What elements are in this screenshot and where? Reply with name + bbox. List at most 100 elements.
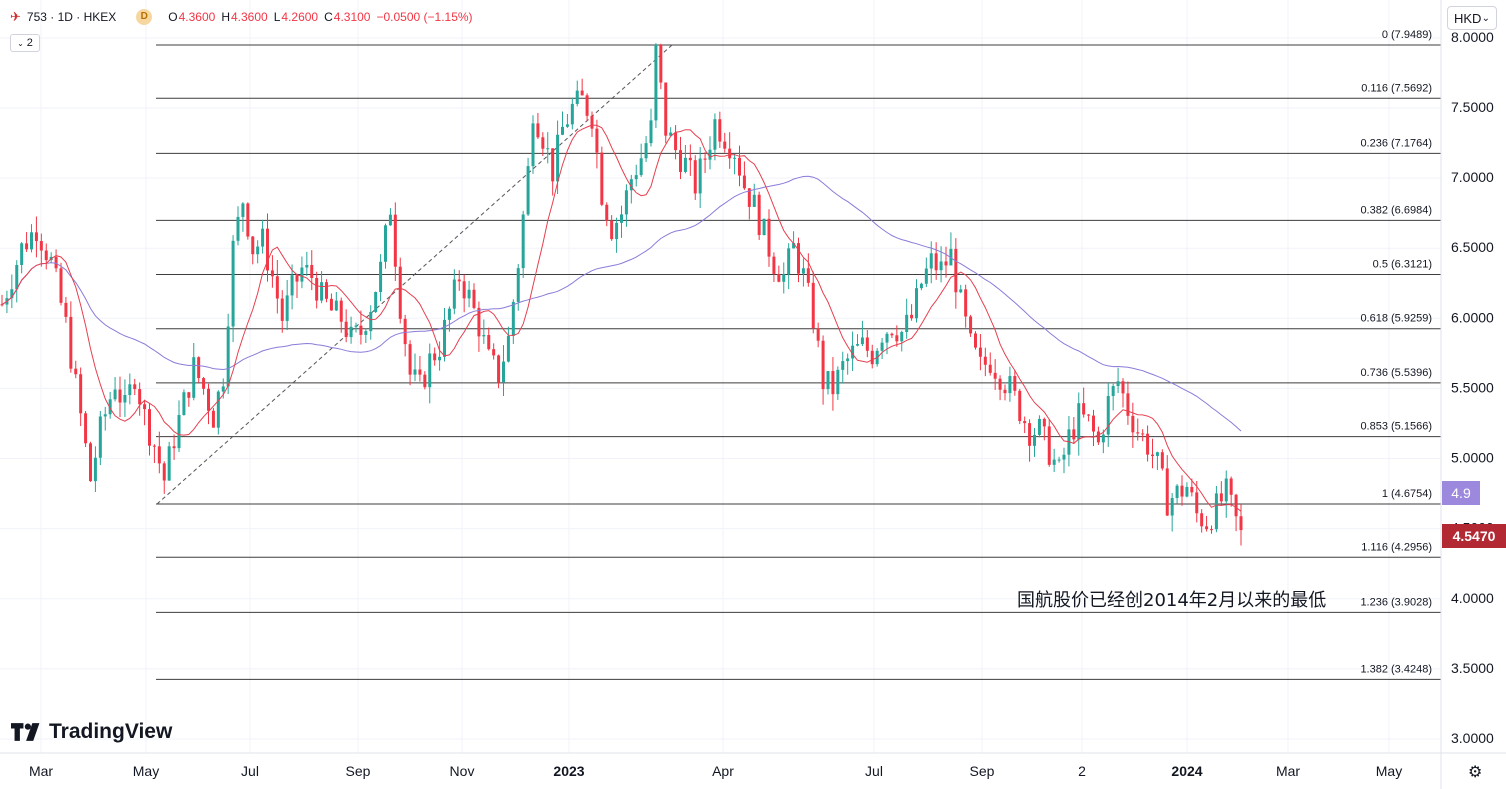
x-tick-label: Nov — [450, 763, 475, 779]
fib-level-label: 0.618 (5.9259) — [1360, 313, 1432, 325]
candle-body — [610, 220, 614, 240]
candle-body — [669, 132, 673, 136]
candle-body — [905, 314, 909, 333]
ma-long-line — [1, 175, 1242, 432]
candle-body — [600, 152, 604, 205]
candle-body — [1151, 454, 1154, 456]
ohlc-high: H 4.3600 — [221, 10, 268, 24]
candle-body — [384, 225, 387, 262]
currency-selector[interactable]: HKD ⌄ — [1447, 6, 1497, 30]
candle-body — [1175, 485, 1179, 499]
candle-body — [177, 415, 181, 449]
candle-body — [1018, 390, 1022, 422]
fib-level-label: 1.382 (3.4248) — [1360, 663, 1432, 675]
candle-body — [423, 374, 427, 388]
candle-body — [1136, 432, 1140, 434]
candle-body — [1092, 415, 1095, 432]
candle-body — [634, 175, 638, 180]
candle-body — [1057, 459, 1061, 461]
candle-body — [103, 414, 107, 417]
candle-body — [620, 214, 623, 223]
candle-body — [20, 243, 24, 265]
candle-body — [526, 166, 530, 215]
fib-level-label: 1 (4.6754) — [1382, 488, 1432, 500]
candle-body — [546, 148, 550, 150]
chevron-down-icon: ⌄ — [17, 38, 24, 48]
candle-body — [561, 126, 564, 135]
fib-trend-line — [156, 44, 673, 505]
y-tick-label: 8.0000 — [1451, 29, 1494, 45]
candle-body — [944, 261, 948, 266]
candle-body — [738, 157, 741, 176]
candle-body — [398, 266, 402, 319]
candle-body — [1126, 393, 1130, 416]
candle-body — [492, 349, 496, 356]
candle-body — [826, 371, 830, 390]
candle-body — [1224, 478, 1228, 502]
candle-body — [202, 378, 206, 389]
candle-body — [516, 268, 520, 302]
fib-level-label: 0.116 (7.5692) — [1361, 82, 1432, 94]
candle-body — [1008, 376, 1012, 394]
candle-body — [639, 158, 643, 176]
candle-body — [84, 413, 88, 444]
candle-body — [767, 218, 771, 257]
candle-body — [339, 300, 343, 322]
candle-body — [438, 356, 442, 361]
candlesticks — [0, 43, 1243, 546]
candle-body — [511, 301, 515, 336]
candle-body — [531, 123, 535, 167]
candle-body — [280, 298, 284, 321]
y-tick-label: 5.5000 — [1451, 379, 1494, 395]
candle-body — [320, 282, 324, 301]
candle-body — [846, 358, 850, 362]
candle-body — [98, 416, 102, 458]
candle-body — [39, 241, 43, 251]
candle-body — [856, 344, 859, 346]
candle-body — [836, 369, 840, 395]
candle-body — [374, 291, 378, 312]
candle-body — [885, 333, 889, 343]
candle-body — [1052, 459, 1056, 465]
symbol-title[interactable]: 753 · 1D · HKEX — [26, 10, 117, 24]
candle-body — [733, 157, 737, 159]
candle-body — [334, 300, 338, 311]
candle-body — [256, 246, 260, 255]
candle-body — [403, 318, 407, 345]
candle-body — [79, 374, 83, 414]
candle-body — [924, 268, 928, 284]
y-tick-label: 3.0000 — [1451, 730, 1494, 746]
candle-body — [629, 179, 633, 191]
candle-body — [831, 371, 835, 395]
candle-body — [487, 335, 491, 350]
candle-body — [152, 445, 156, 447]
x-tick-label: 2024 — [1171, 763, 1202, 779]
candle-body — [413, 369, 417, 375]
fib-level-label: 0.236 (7.1764) — [1360, 137, 1432, 149]
candle-body — [349, 326, 353, 338]
symbol-legend: ✈ 753 · 1D · HKEX D O 4.3600 H 4.3600 L 4.2… — [10, 9, 473, 25]
chart-annotation: 国航股价已经创2014年2月以来的最低 — [1017, 590, 1327, 611]
candle-body — [118, 389, 122, 403]
candle-body — [34, 232, 38, 242]
fib-level-label: 0.382 (6.6984) — [1360, 204, 1432, 216]
candle-body — [310, 265, 314, 278]
gear-icon[interactable]: ⚙ — [1468, 764, 1483, 781]
fib-level-label: 1.236 (3.9028) — [1360, 596, 1432, 608]
fib-retracement: 0 (7.9489) 0.116 (7.5692) 0.236 (7.1764) 0.… — [156, 29, 1441, 680]
candle-body — [211, 410, 215, 428]
timeframe-badge[interactable]: D — [136, 9, 153, 25]
candle-body — [880, 342, 884, 351]
candle-body — [295, 275, 299, 282]
candle-body — [536, 123, 540, 138]
candle-body — [703, 158, 707, 160]
candle-body — [64, 302, 68, 317]
indicators-toggle[interactable]: ⌄ 2 — [10, 34, 40, 52]
candle-body — [624, 190, 628, 215]
candle-body — [674, 132, 678, 151]
candle-body — [1013, 376, 1017, 391]
candle-body — [792, 243, 796, 249]
tradingview-logo[interactable]: TradingView — [11, 720, 172, 744]
chart-grid — [0, 0, 1441, 753]
